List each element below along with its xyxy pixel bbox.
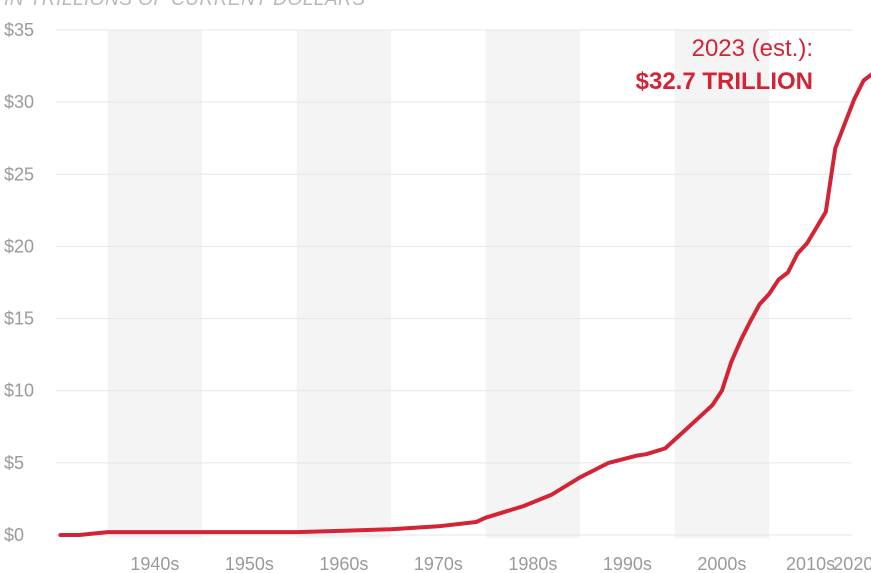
annotation-value-label: $32.7 TRILLION [636,68,813,95]
y-tick-label: $5 [4,453,24,473]
x-tick-label: 2010s [786,554,835,573]
gridlines [56,29,852,536]
y-tick-label: $10 [4,381,34,401]
decade-band-2000s [674,30,770,538]
y-tick-label: $35 [4,20,34,40]
x-tick-label: 1940s [130,554,179,573]
y-tick-label: $0 [4,525,24,545]
decade-band-1960s [296,30,392,538]
debt-series-line [58,72,871,537]
y-tick-label: $20 [4,236,34,256]
decade-band-1940s [107,30,203,538]
chart-subtitle: IN TRILLIONS OF CURRENT DOLLARS [4,0,365,10]
y-axis-ticks: $0 $5 $10 $15 $20 $25 $30 $35 [4,20,34,545]
x-axis-ticks: 1940s 1950s 1960s 1970s 1980s 1990s 2000s 2010s… [130,554,871,573]
x-tick-label: 1980s [508,554,557,573]
x-tick-label: 1990s [603,554,652,573]
y-tick-label: $15 [4,309,34,329]
x-tick-label: 2020s [833,554,871,573]
annotation-year-label: 2023 (est.): [692,35,813,62]
decade-bands [107,30,770,538]
x-tick-label: 1960s [319,554,368,573]
decade-band-1980s [485,30,581,538]
x-tick-label: 1950s [225,554,274,573]
y-tick-label: $25 [4,164,34,184]
x-tick-label: 2000s [697,554,746,573]
x-tick-label: 1970s [414,554,463,573]
y-tick-label: $30 [4,92,34,112]
